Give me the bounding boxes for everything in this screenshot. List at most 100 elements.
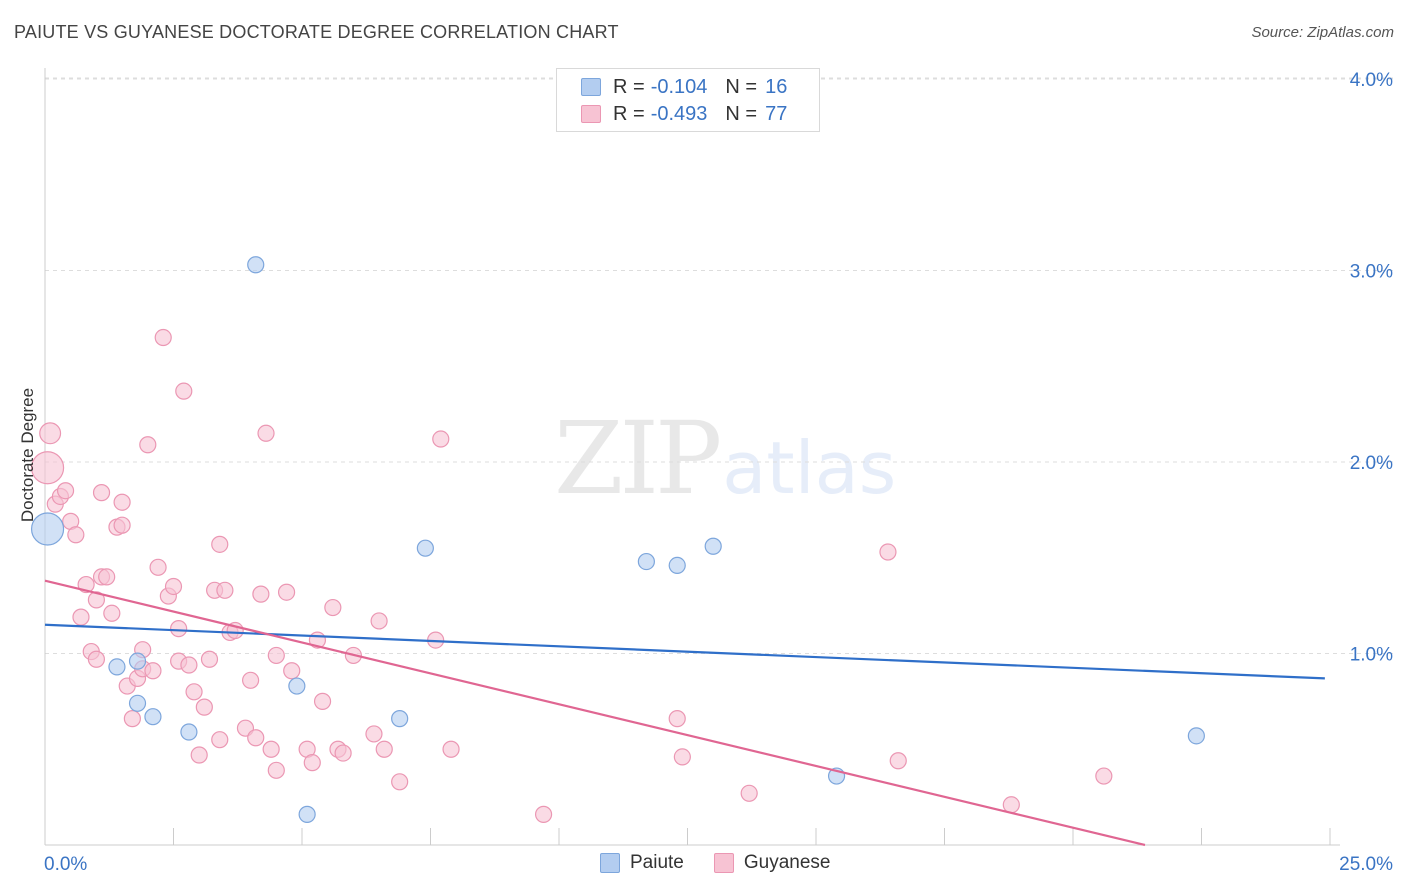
paiute-point-6 [247,256,265,274]
paiute-point-2 [128,652,147,670]
watermark-atlas: atlas [722,426,897,510]
y-tick-label-2: 2.0% [1350,453,1393,474]
paiute-point-0 [30,512,65,546]
guyanese-point-14 [98,568,116,586]
guyanese-point-26 [149,558,167,576]
guyanese-point-67 [432,430,450,448]
guyanese-point-68 [442,740,460,758]
guyanese-point-15 [103,604,121,622]
guyanese-legend-swatch [713,853,734,873]
guyanese-point-74 [889,752,907,770]
paiute-trend-line [44,623,1325,680]
stats-legend: R = -0.104 N = 16 R = -0.493 N = 77 [556,68,820,132]
paiute-point-5 [180,723,198,741]
guyanese-point-1 [39,422,62,445]
x-tick-label-max: 25.0% [1339,854,1393,875]
guyanese-point-11 [87,591,106,609]
guyanese-point-46 [247,729,265,747]
guyanese-point-73 [879,543,897,561]
guyanese-point-18 [113,493,131,511]
chart-source: Source: ZipAtlas.com [1251,24,1394,41]
guyanese-point-51 [267,646,285,665]
guyanese-point-40 [211,535,229,553]
guyanese-point-31 [170,620,188,638]
guyanese-point-72 [740,784,758,802]
guyanese-point-64 [375,740,393,758]
paiute-legend-label: Paiute [630,852,684,873]
guyanese-point-7 [72,608,90,626]
guyanese-point-39 [211,731,229,749]
paiute-point-3 [128,694,147,712]
guyanese-point-47 [252,585,270,603]
chart-title: PAIUTE VS GUYANESE DOCTORATE DEGREE CORR… [14,22,619,42]
paiute-r-value: -0.104 [650,75,708,98]
paiute-point-15 [1187,727,1205,745]
guyanese-point-32 [175,382,193,400]
guyanese-legend-label: Guyanese [743,852,831,873]
guyanese-point-55 [303,754,321,772]
guyanese-point-53 [283,662,301,680]
guyanese-point-33 [180,656,198,674]
guyanese-point-49 [262,740,280,758]
guyanese-point-69 [534,805,553,823]
legend-item-guyanese: Guyanese [713,852,831,874]
guyanese-point-63 [370,612,388,630]
guyanese-n-value: 77 [765,102,788,125]
guyanese-point-60 [334,744,352,762]
watermark: ZIPatlas [554,400,896,517]
guyanese-point-27 [154,328,172,347]
paiute-r-label: R = [613,75,645,98]
guyanese-point-4 [56,482,75,500]
guyanese-point-75 [1002,796,1020,814]
paiute-point-1 [108,658,126,676]
legend-row-guyanese: R = -0.493 N = 77 [581,101,787,127]
guyanese-point-35 [190,746,208,764]
guyanese-point-34 [185,683,203,701]
guyanese-point-71 [673,748,691,766]
paiute-point-9 [391,710,409,728]
paiute-n-value: 16 [765,75,788,98]
paiute-point-11 [637,552,655,571]
series-legend: Paiute Guyanese [600,852,861,874]
guyanese-point-48 [257,424,275,442]
guyanese-point-6 [67,526,85,544]
guyanese-trend-line [44,579,1146,847]
guyanese-point-0 [30,451,65,485]
legend-row-paiute: R = -0.104 N = 16 [581,74,787,100]
paiute-point-12 [668,556,686,575]
guyanese-point-70 [668,710,686,728]
guyanese-r-label: R = [613,102,645,125]
guyanese-point-24 [139,436,157,454]
paiute-point-13 [704,537,722,555]
x-tick-label-min: 0.0% [44,854,87,875]
guyanese-point-57 [313,692,332,710]
guyanese-point-25 [144,662,162,680]
y-tick-label-1: 1.0% [1350,645,1393,666]
guyanese-n-label: N = [725,102,758,125]
paiute-n-label: N = [725,75,758,98]
guyanese-point-37 [200,650,219,668]
y-tick-label-4: 4.0% [1350,70,1393,91]
paiute-point-7 [288,677,306,695]
guyanese-point-20 [123,710,141,728]
guyanese-point-45 [242,671,260,689]
paiute-point-8 [298,805,316,823]
guyanese-point-29 [164,577,183,596]
guyanese-r-value: -0.493 [650,102,708,125]
paiute-point-4 [144,708,162,726]
y-tick-label-3: 3.0% [1350,262,1393,283]
paiute-swatch [581,78,601,96]
guyanese-point-17 [113,516,131,534]
guyanese-point-50 [267,761,285,779]
guyanese-point-41 [216,581,234,599]
guyanese-point-58 [324,598,342,617]
guyanese-point-13 [92,484,111,502]
guyanese-swatch [581,105,601,123]
guyanese-point-52 [277,583,296,601]
guyanese-point-10 [87,650,106,668]
paiute-point-10 [416,539,434,557]
legend-item-paiute: Paiute [600,852,684,874]
guyanese-point-36 [195,698,213,716]
guyanese-point-65 [391,773,409,791]
